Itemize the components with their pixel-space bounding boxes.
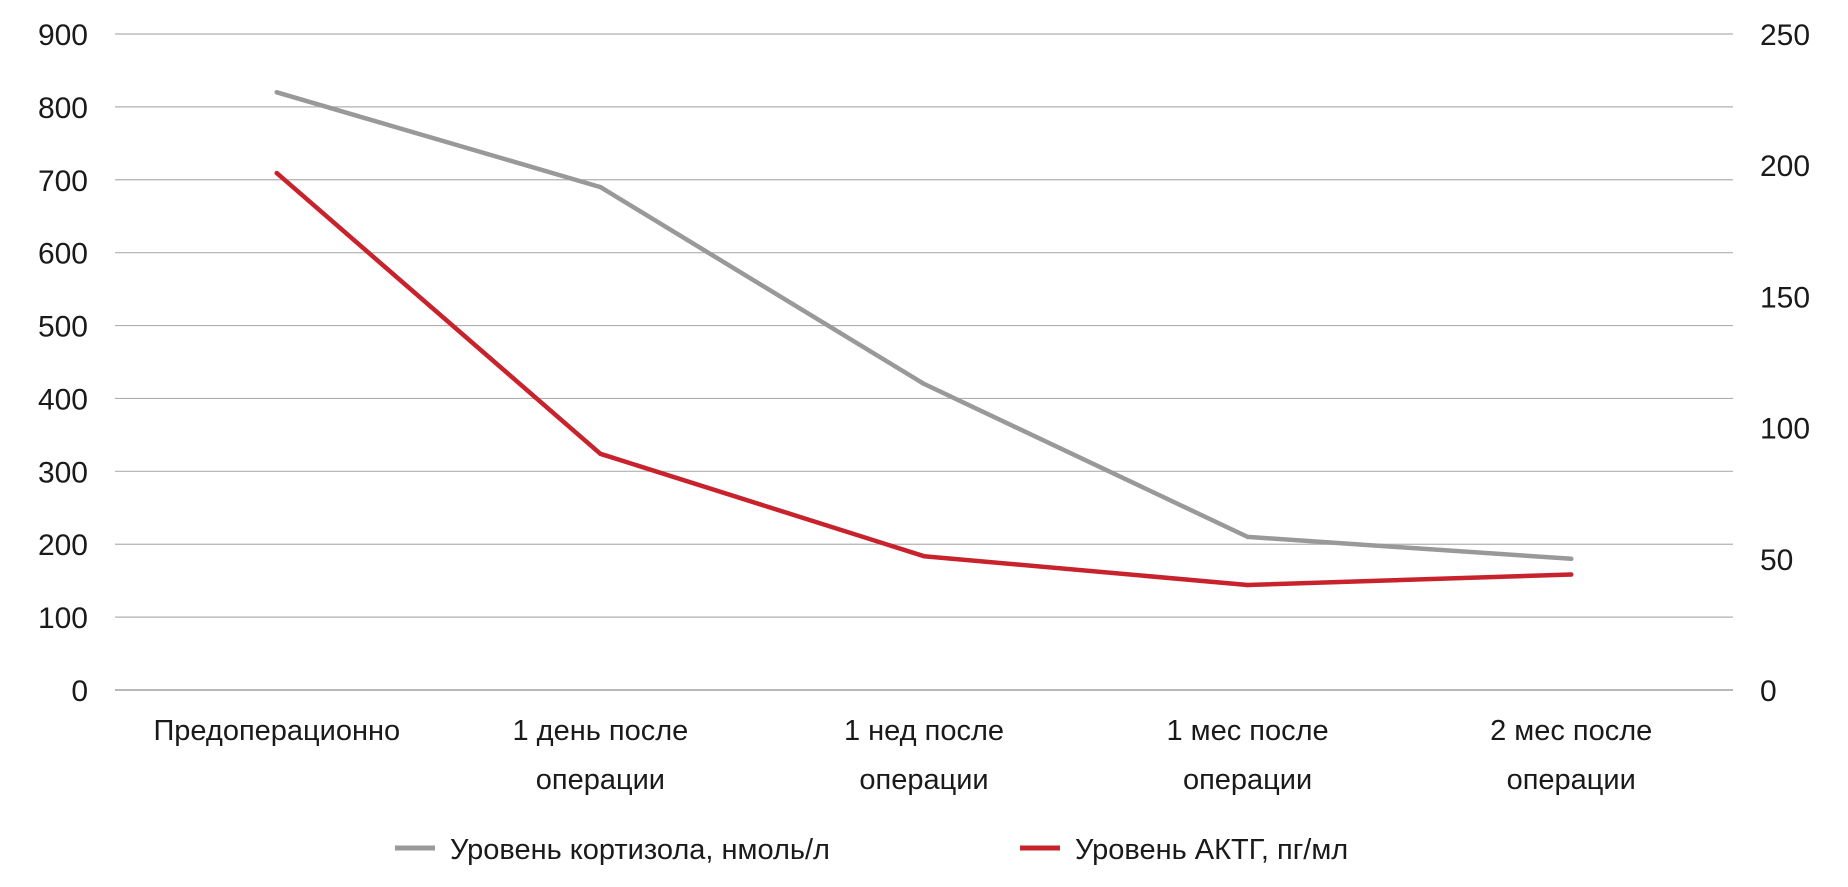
series-line xyxy=(274,170,1574,588)
right-tick-label: 150 xyxy=(1760,281,1810,314)
category-label: 1 мес после операции xyxy=(1166,715,1328,796)
data-point xyxy=(274,170,279,176)
category-label-line: 2 мес после xyxy=(1490,715,1652,747)
left-tick-label: 800 xyxy=(38,92,88,125)
left-axis-ticks: 0 100 200 300 400 500 600 700 800 900 xyxy=(38,19,88,708)
data-point xyxy=(1569,572,1574,577)
data-point xyxy=(1245,582,1250,588)
data-point xyxy=(598,451,603,457)
left-tick-label: 900 xyxy=(38,19,88,52)
legend-label: Уровень АКТГ, пг/мл xyxy=(1075,834,1348,866)
category-label: 1 день после операции xyxy=(512,715,688,796)
category-label-line: операции xyxy=(536,764,665,796)
left-tick-label: 300 xyxy=(38,456,88,489)
data-point xyxy=(921,381,927,387)
right-tick-label: 0 xyxy=(1760,675,1777,708)
right-axis-ticks: 0 50 100 150 200 250 xyxy=(1760,19,1810,708)
left-tick-label: 700 xyxy=(38,165,88,198)
data-point xyxy=(1245,534,1250,540)
data-point xyxy=(598,184,603,190)
left-tick-label: 100 xyxy=(38,602,88,635)
category-label-line: операции xyxy=(1507,764,1636,796)
left-tick-label: 500 xyxy=(38,311,88,344)
category-label: 2 мес после операции xyxy=(1490,715,1652,796)
category-label: 1 нед после операции xyxy=(844,715,1004,796)
left-tick-label: 400 xyxy=(38,383,88,416)
category-label-line: операции xyxy=(859,764,988,796)
legend: Уровень кортизола, нмоль/л Уровень АКТГ, … xyxy=(395,834,1348,866)
legend-label: Уровень кортизола, нмоль/л xyxy=(450,834,830,866)
grid-lines xyxy=(115,33,1733,691)
data-point xyxy=(274,90,279,95)
category-label-line: 1 нед после xyxy=(844,715,1004,747)
left-tick-label: 200 xyxy=(38,529,88,562)
category-label-line: 1 день после xyxy=(512,715,688,747)
right-tick-label: 50 xyxy=(1760,544,1793,577)
data-point xyxy=(1569,556,1574,561)
data-point xyxy=(921,553,927,559)
category-label-line: операции xyxy=(1183,764,1312,796)
right-tick-label: 100 xyxy=(1760,413,1810,446)
right-tick-label: 200 xyxy=(1760,150,1810,183)
left-tick-label: 600 xyxy=(38,238,88,271)
left-tick-label: 0 xyxy=(71,675,88,708)
right-tick-label: 250 xyxy=(1760,19,1810,52)
category-label-line: Предоперационно xyxy=(153,715,400,747)
category-label: Предоперационно xyxy=(153,715,400,747)
category-label-line: 1 мес после xyxy=(1166,715,1328,747)
series-lines xyxy=(274,90,1574,588)
